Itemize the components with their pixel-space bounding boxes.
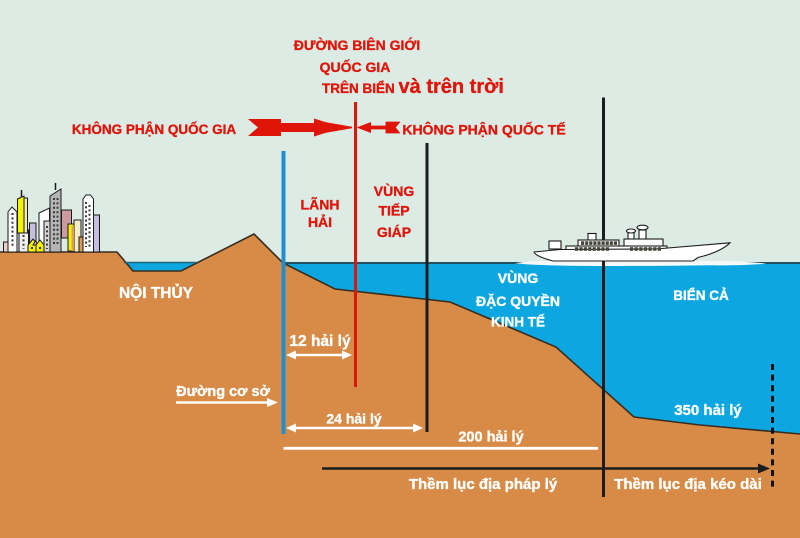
svg-text:350 hải lý: 350 hải lý: [674, 402, 742, 419]
svg-text:ĐẶC QUYỀN: ĐẶC QUYỀN: [476, 293, 560, 309]
svg-text:GIÁP: GIÁP: [377, 224, 411, 240]
svg-text:Thềm lục địa kéo dài: Thềm lục địa kéo dài: [614, 476, 762, 493]
svg-text:TRÊN BIỂN và trên trời: TRÊN BIỂN và trên trời: [322, 76, 504, 98]
svg-text:Thềm lục địa pháp lý: Thềm lục địa pháp lý: [409, 476, 558, 493]
svg-text:VÙNG: VÙNG: [498, 269, 539, 286]
svg-text:200 hải lý: 200 hải lý: [458, 430, 523, 446]
svg-text:12 hải lý: 12 hải lý: [289, 333, 351, 350]
svg-text:NỘI THỦY: NỘI THỦY: [119, 284, 194, 302]
svg-text:QUỐC GIA: QUỐC GIA: [320, 58, 391, 75]
svg-text:HẢI: HẢI: [308, 214, 332, 230]
svg-text:VÙNG: VÙNG: [374, 182, 415, 199]
svg-text:24 hải lý: 24 hải lý: [326, 411, 381, 427]
svg-text:BIỂN CẢ: BIỂN CẢ: [673, 288, 729, 303]
svg-text:ĐƯỜNG BIÊN GIỚI: ĐƯỜNG BIÊN GIỚI: [294, 36, 421, 53]
svg-text:Đường cơ sở: Đường cơ sở: [176, 384, 270, 400]
svg-text:TIẾP: TIẾP: [378, 203, 409, 219]
svg-text:KINH TẾ: KINH TẾ: [491, 315, 545, 330]
svg-text:KHÔNG PHẬN QUỐC GIA: KHÔNG PHẬN QUỐC GIA: [72, 122, 237, 137]
svg-text:LÃNH: LÃNH: [301, 196, 340, 213]
svg-text:KHÔNG PHẬN QUỐC TẾ: KHÔNG PHẬN QUỐC TẾ: [402, 121, 565, 138]
